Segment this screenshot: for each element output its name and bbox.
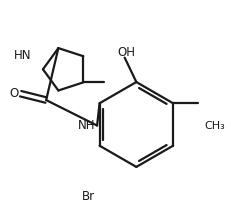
Text: NH: NH xyxy=(77,119,95,132)
Text: CH₃: CH₃ xyxy=(204,121,225,131)
Text: OH: OH xyxy=(117,46,135,59)
Text: HN: HN xyxy=(14,49,31,62)
Text: O: O xyxy=(9,87,18,100)
Text: Br: Br xyxy=(82,190,95,203)
